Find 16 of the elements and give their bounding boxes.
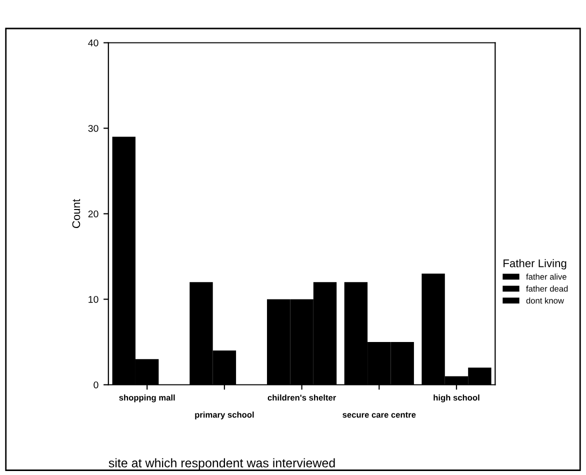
legend-label: father alive [526,274,566,280]
x-axis-title: site at which respondent was interviewed [108,458,335,470]
y-tick-label: 40 [88,39,98,46]
legend-title: Father Living [504,259,566,270]
y-tick-label: 10 [88,296,98,303]
x-tick-label: shopping mall [119,394,175,402]
x-tick-label: high school [434,394,480,402]
x-tick-label: secure care centre [342,412,416,418]
y-tick-label: 20 [88,210,98,218]
y-tick-label: 0 [94,381,98,388]
y-tick-label: 30 [88,124,98,132]
y-axis-title: Count [72,199,80,228]
x-tick-label: primary school [195,412,254,420]
legend-label: dont know [526,297,564,304]
legend-label: father dead [526,286,568,292]
x-tick-label: children's shelter [268,394,336,401]
